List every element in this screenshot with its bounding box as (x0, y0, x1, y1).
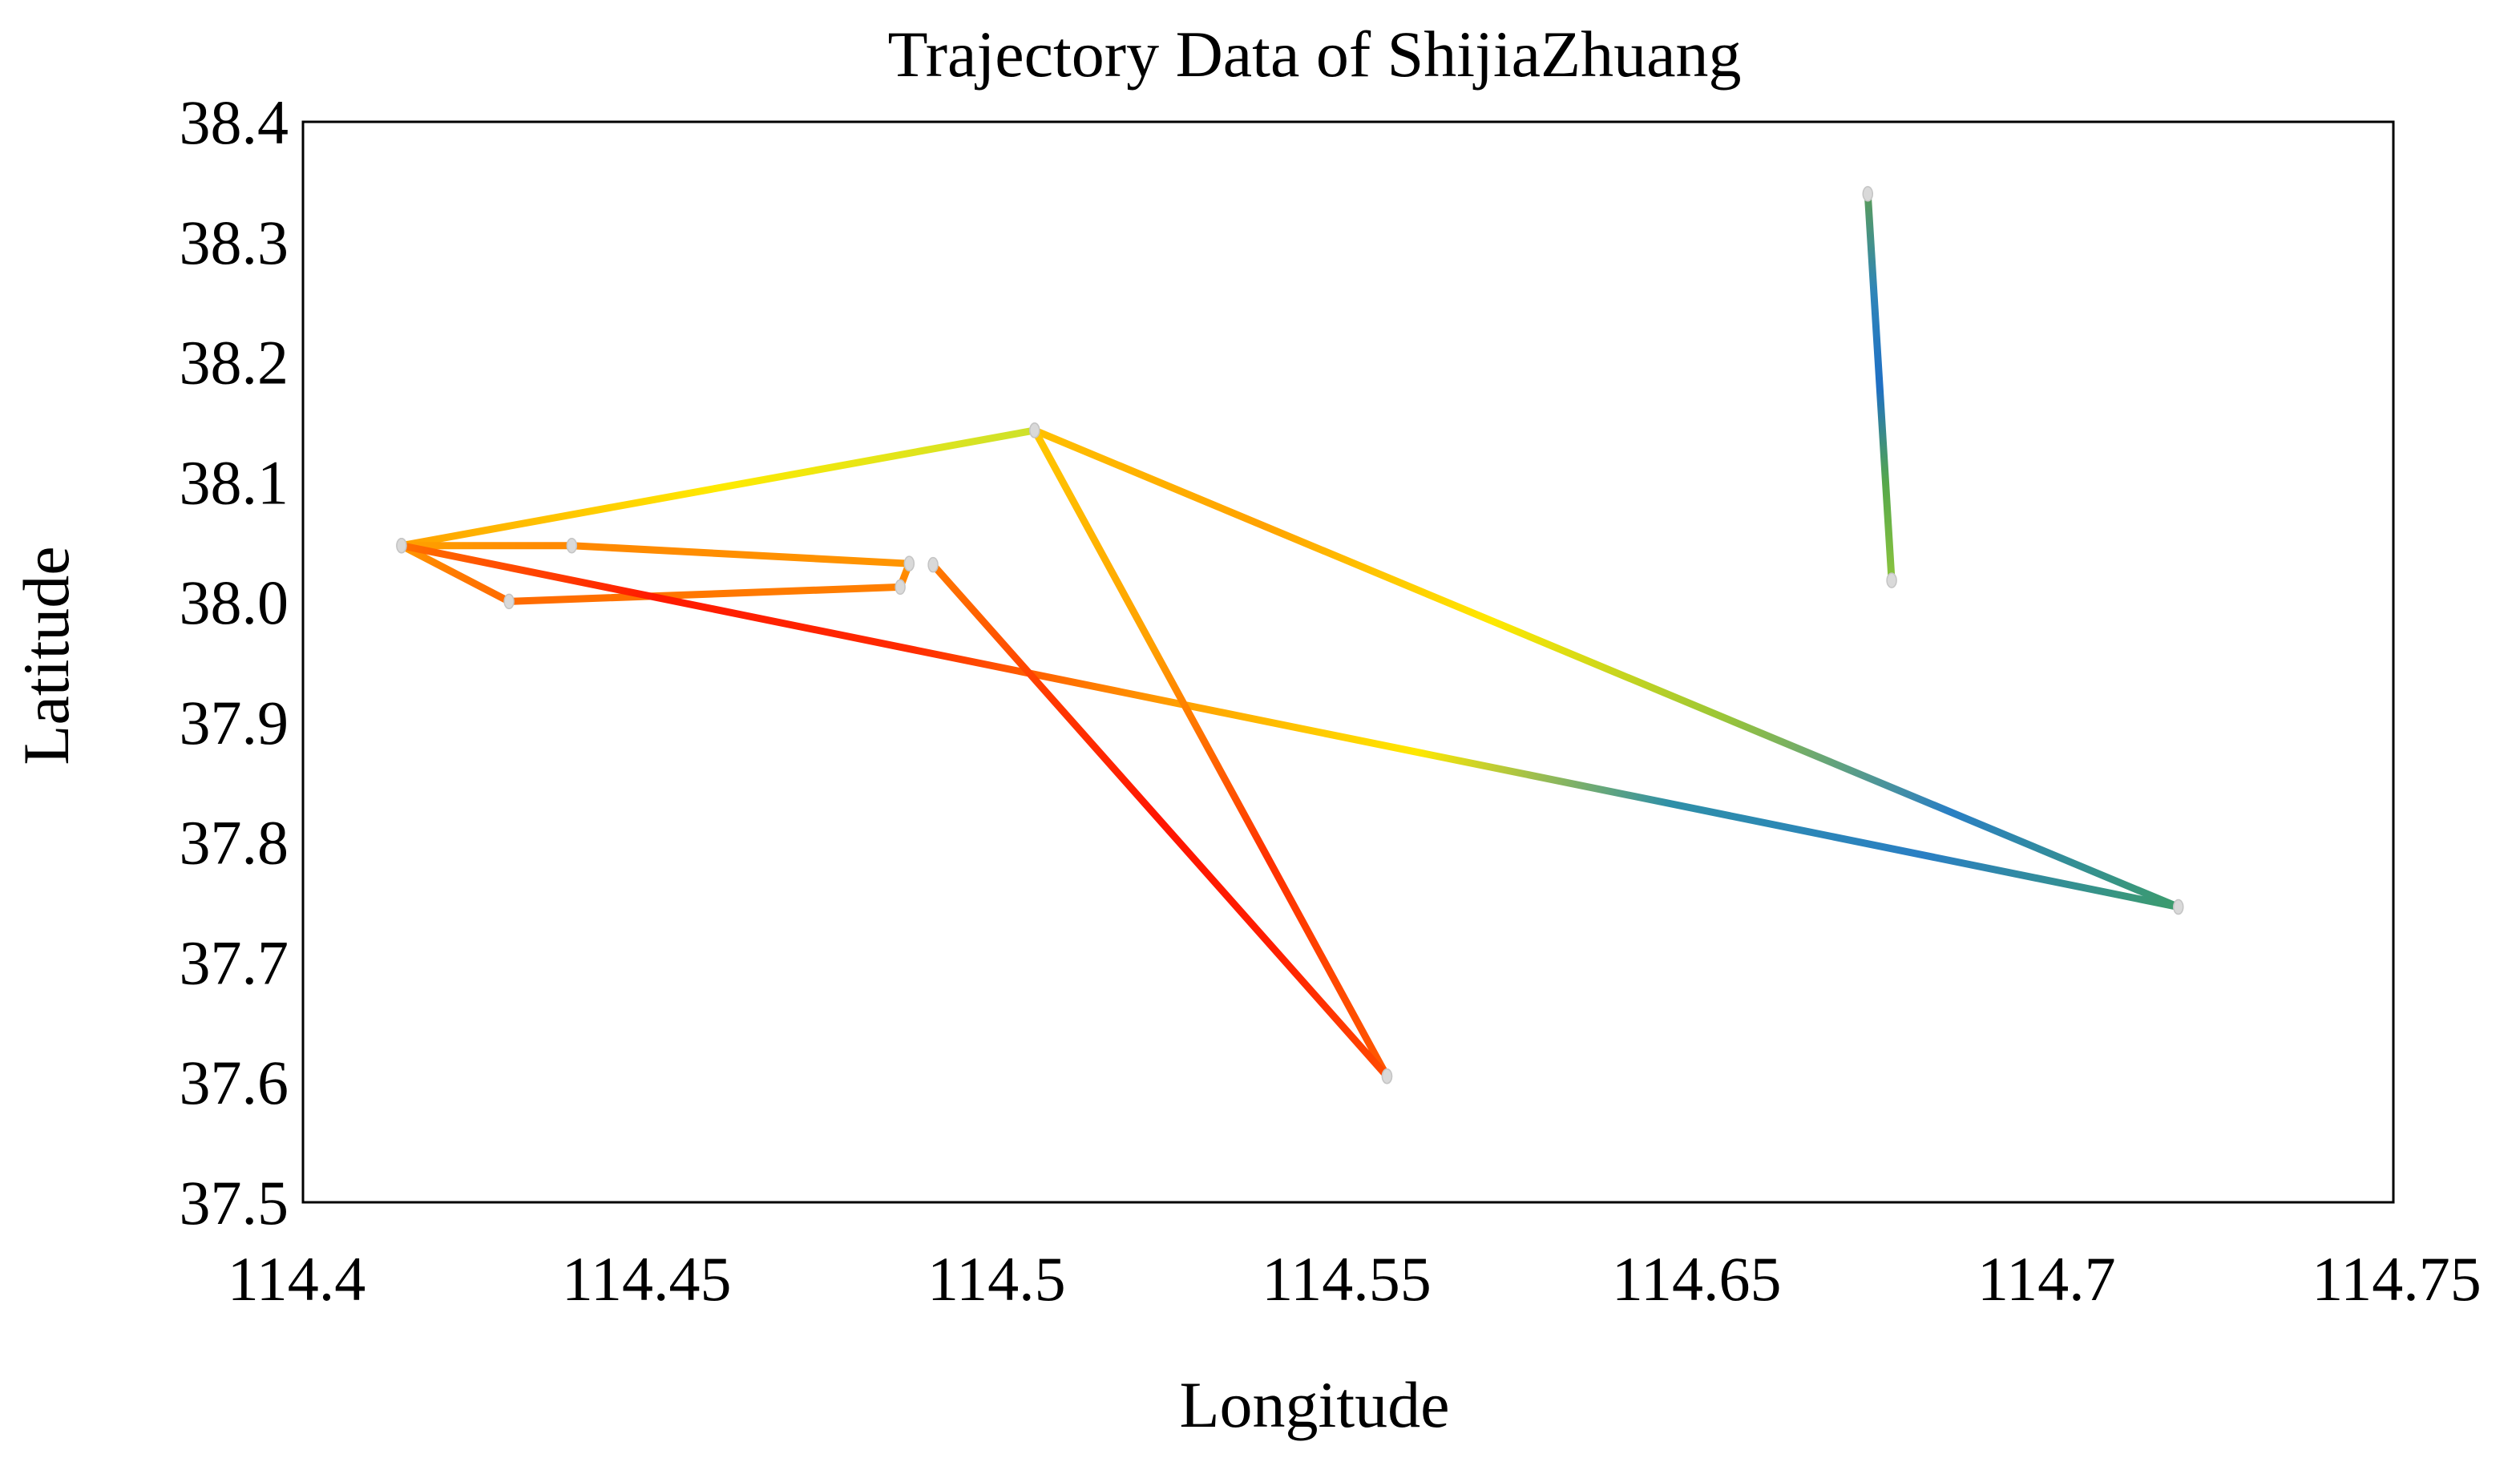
x-tick-label: 114.4 (228, 1244, 366, 1314)
trajectory-points (396, 186, 2184, 1084)
plot-area-frame (301, 120, 2395, 1204)
y-axis-ticks: 37.5 37.6 37.7 37.8 37.9 38.0 38.1 38.2 38.3 38.4 (180, 87, 289, 1238)
trajectory-point (1029, 422, 1040, 438)
trajectory-segment (567, 542, 913, 567)
x-axis-ticks: 114.4 114.45 114.5 114.55 114.65 114.7 114.75 (228, 1244, 2482, 1314)
y-tick-label: 37.5 (180, 1168, 289, 1238)
chart-title: Trajectory Data of ShijiaZhuang (888, 18, 1742, 91)
trajectory-segment (398, 542, 2183, 911)
trajectory-point (503, 593, 515, 610)
trajectory-point (1886, 572, 1897, 588)
y-tick-label: 37.8 (180, 808, 289, 878)
y-tick-label: 38.3 (180, 208, 289, 277)
x-tick-label: 114.45 (562, 1244, 732, 1314)
trajectory-segment (1864, 190, 1896, 584)
y-tick-label: 38.0 (180, 567, 289, 637)
y-tick-label: 37.7 (180, 927, 289, 997)
y-tick-label: 38.4 (180, 87, 289, 157)
trajectory-point (396, 537, 407, 554)
y-tick-label: 38.1 (180, 447, 289, 517)
x-tick-label: 114.5 (927, 1244, 1066, 1314)
trajectory-segment (929, 561, 1391, 1080)
trajectory-point (2172, 899, 2184, 915)
x-tick-label: 114.7 (1977, 1244, 2116, 1314)
trajectory-point (1381, 1068, 1393, 1084)
x-tick-label: 114.55 (1262, 1244, 1432, 1314)
trajectory-point (1862, 186, 1874, 202)
trajectory-segment (505, 583, 904, 605)
trajectory-point (566, 537, 578, 554)
trajectory-segments (398, 190, 2183, 1080)
y-tick-label: 37.6 (180, 1048, 289, 1117)
trajectory-point (895, 579, 906, 596)
trajectory-point (903, 555, 915, 571)
trajectory-point (927, 556, 939, 573)
y-tick-label: 37.9 (180, 688, 289, 757)
y-tick-label: 38.2 (180, 328, 289, 398)
trajectory-segment (398, 426, 1039, 550)
x-tick-label: 114.75 (2312, 1244, 2482, 1314)
y-axis-label: Latitude (10, 546, 83, 765)
trajectory-segment (1031, 426, 2183, 911)
trajectory-segment (398, 542, 513, 605)
trajectory-segment (1031, 426, 1391, 1080)
x-tick-label: 114.65 (1612, 1244, 1782, 1314)
x-axis-label: Longitude (1179, 1368, 1449, 1441)
